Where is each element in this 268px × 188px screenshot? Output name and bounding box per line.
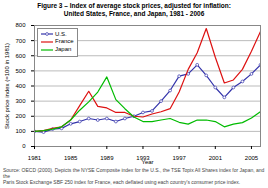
svg-text:1985: 1985 xyxy=(64,154,78,160)
svg-text:100: 100 xyxy=(15,128,26,134)
html-text:Source: OECD (2000). Depicts t: Source: OECD (2000). Depicts the NYSE Co… xyxy=(3,166,265,185)
svg-text:400: 400 xyxy=(15,83,26,89)
html-text:Japan: Japan xyxy=(55,46,72,53)
svg-text:Year: Year xyxy=(141,158,153,164)
svg-text:200: 200 xyxy=(15,113,26,119)
svg-text:1989: 1989 xyxy=(100,154,114,160)
svg-text:1981: 1981 xyxy=(28,154,42,160)
svg-text:2001: 2001 xyxy=(209,154,223,160)
svg-text:Stock price index (=100 in 198: Stock price index (=100 in 1981) xyxy=(4,42,10,128)
html-text:U.S.: U.S. xyxy=(55,30,67,37)
svg-text:0: 0 xyxy=(22,143,26,149)
html-text:France: France xyxy=(55,38,74,45)
svg-text:1997: 1997 xyxy=(172,154,186,160)
svg-text:500: 500 xyxy=(15,67,26,73)
svg-text:2005: 2005 xyxy=(245,154,259,160)
svg-text:800: 800 xyxy=(15,22,26,28)
svg-text:300: 300 xyxy=(15,98,26,104)
svg-text:600: 600 xyxy=(15,52,26,58)
html-text:Figure 3 – Index of average st: Figure 3 – Index of average stock prices… xyxy=(37,2,231,17)
svg-text:700: 700 xyxy=(15,37,26,43)
